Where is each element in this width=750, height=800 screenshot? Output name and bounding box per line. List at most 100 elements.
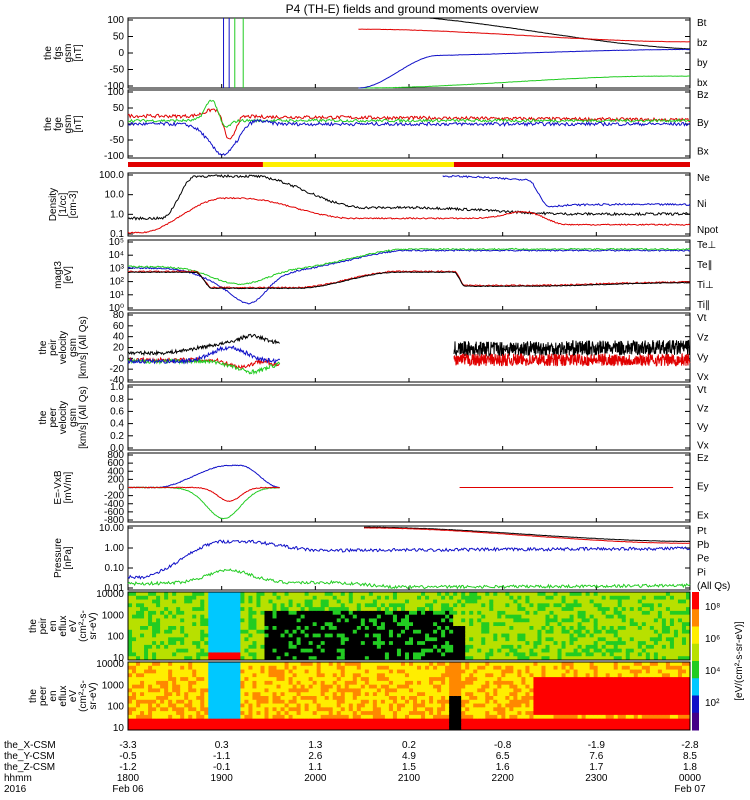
spectrogram-cell [240, 699, 245, 705]
spectrogram-cell [160, 680, 165, 686]
spectrogram-cell [284, 718, 290, 723]
spectrogram-cell [144, 692, 149, 697]
spectrogram-cell [292, 665, 298, 671]
spectrogram-cell [601, 648, 607, 653]
spectrogram-cell [437, 622, 442, 627]
spectrogram-cell [541, 641, 546, 646]
spectrogram-cell [192, 680, 197, 686]
spectrogram-cell [288, 633, 294, 638]
spectrogram-cell [601, 610, 607, 616]
spectrogram-cell [220, 662, 225, 667]
spectrogram-cell [649, 595, 655, 601]
spectrogram-cell [344, 714, 350, 720]
spectrogram-cell [308, 595, 314, 601]
spectrogram-cell [433, 688, 438, 693]
spectrogram-cell [681, 633, 687, 638]
spectrogram-cell [344, 673, 350, 678]
spectrogram-cell [485, 662, 490, 667]
spectrogram-cell [156, 673, 161, 678]
spectrogram-cell [220, 696, 225, 701]
spectrogram-cell [264, 614, 269, 619]
spectrogram-cell [589, 669, 595, 674]
spectrogram-cell [477, 680, 482, 686]
spectrogram-cell [140, 722, 145, 727]
spectrogram-cell [380, 696, 386, 701]
spectrogram-cell [164, 677, 169, 682]
spectrogram-cell [413, 607, 418, 612]
spectrogram-cell [324, 614, 330, 619]
spectrogram-cell [493, 680, 498, 686]
spectrogram-cell [184, 718, 189, 723]
spectrogram-cell [168, 637, 173, 642]
spectrogram-cell [352, 680, 358, 686]
spectrogram-cell [613, 656, 619, 661]
spectrogram-cell [669, 641, 675, 646]
spectrogram-cell [384, 637, 390, 642]
spectrogram-cell [457, 680, 462, 686]
y-tick-label: 10⁰ [109, 303, 124, 314]
spectrogram-cell [240, 718, 245, 723]
spectrogram-cell [521, 722, 526, 727]
spectrogram-cell [224, 707, 229, 712]
spectrogram-cell [144, 718, 149, 723]
spectrogram-cell [248, 688, 253, 693]
spectrogram-cell [312, 665, 318, 671]
spectrogram-cell [537, 680, 542, 686]
spectrogram-cell [356, 684, 362, 689]
spectrogram-cell [264, 648, 269, 653]
spectrogram-cell [208, 607, 213, 612]
spectrogram-cell [525, 644, 530, 650]
spectrogram-cell [260, 629, 265, 635]
spectrogram-cell [469, 669, 474, 674]
spectrogram-cell [216, 688, 221, 693]
spectrogram-cell [188, 618, 193, 623]
spectrogram-cell [216, 680, 221, 686]
spectrogram-cell [429, 656, 434, 661]
spectrogram-cell [204, 662, 209, 667]
spectrogram-cell [481, 688, 486, 693]
spectrogram-cell [421, 626, 426, 631]
spectrogram-cell [324, 718, 330, 723]
spectrogram-cell [252, 610, 257, 616]
spectrogram-cell [304, 711, 310, 716]
spectrogram-cell [304, 603, 310, 608]
spectrogram-cell [208, 637, 213, 642]
spectrogram-cell [585, 673, 591, 678]
spectrogram-cell [509, 656, 514, 661]
spectrogram-cell [284, 662, 290, 667]
spectrogram-cell [473, 696, 478, 701]
spectrogram-cell [497, 665, 502, 671]
spectrogram-cell [481, 607, 486, 612]
spectrogram-cell [144, 714, 149, 720]
spectrogram-cell [641, 626, 647, 631]
spectrogram-cell [485, 610, 490, 616]
spectrogram-cell [264, 673, 269, 678]
spectrogram-cell [573, 696, 579, 701]
spectrogram-cell [673, 652, 679, 657]
spectrogram-cell [437, 662, 442, 667]
spectrogram-cell [172, 603, 177, 608]
spectrogram-cell [380, 607, 386, 612]
spectrogram-cell [136, 592, 141, 597]
spectrogram-cell [388, 711, 394, 716]
spectrogram-cell [541, 699, 546, 705]
spectrogram-cell [304, 726, 310, 731]
y-axis-label: gsm [68, 338, 79, 357]
spectrogram-cell [296, 662, 302, 667]
y-axis-label: en [48, 690, 59, 701]
spectrogram-cell [593, 722, 599, 727]
spectrogram-cell [188, 637, 193, 642]
spectrogram-cell [216, 644, 221, 650]
spectrogram-cell [180, 592, 185, 597]
spectrogram-cell [425, 614, 430, 619]
spectrogram-cell [148, 618, 153, 623]
spectrogram-cell [208, 652, 213, 657]
spectrogram-cell [489, 629, 494, 635]
spectrogram-cell [589, 618, 595, 623]
spectrogram-cell [525, 692, 530, 697]
spectrogram-cell [212, 633, 217, 638]
spectrogram-cell [421, 652, 426, 657]
spectrogram-cell [541, 680, 546, 686]
spectrogram-cell [525, 607, 530, 612]
spectrogram-cell [252, 722, 257, 727]
